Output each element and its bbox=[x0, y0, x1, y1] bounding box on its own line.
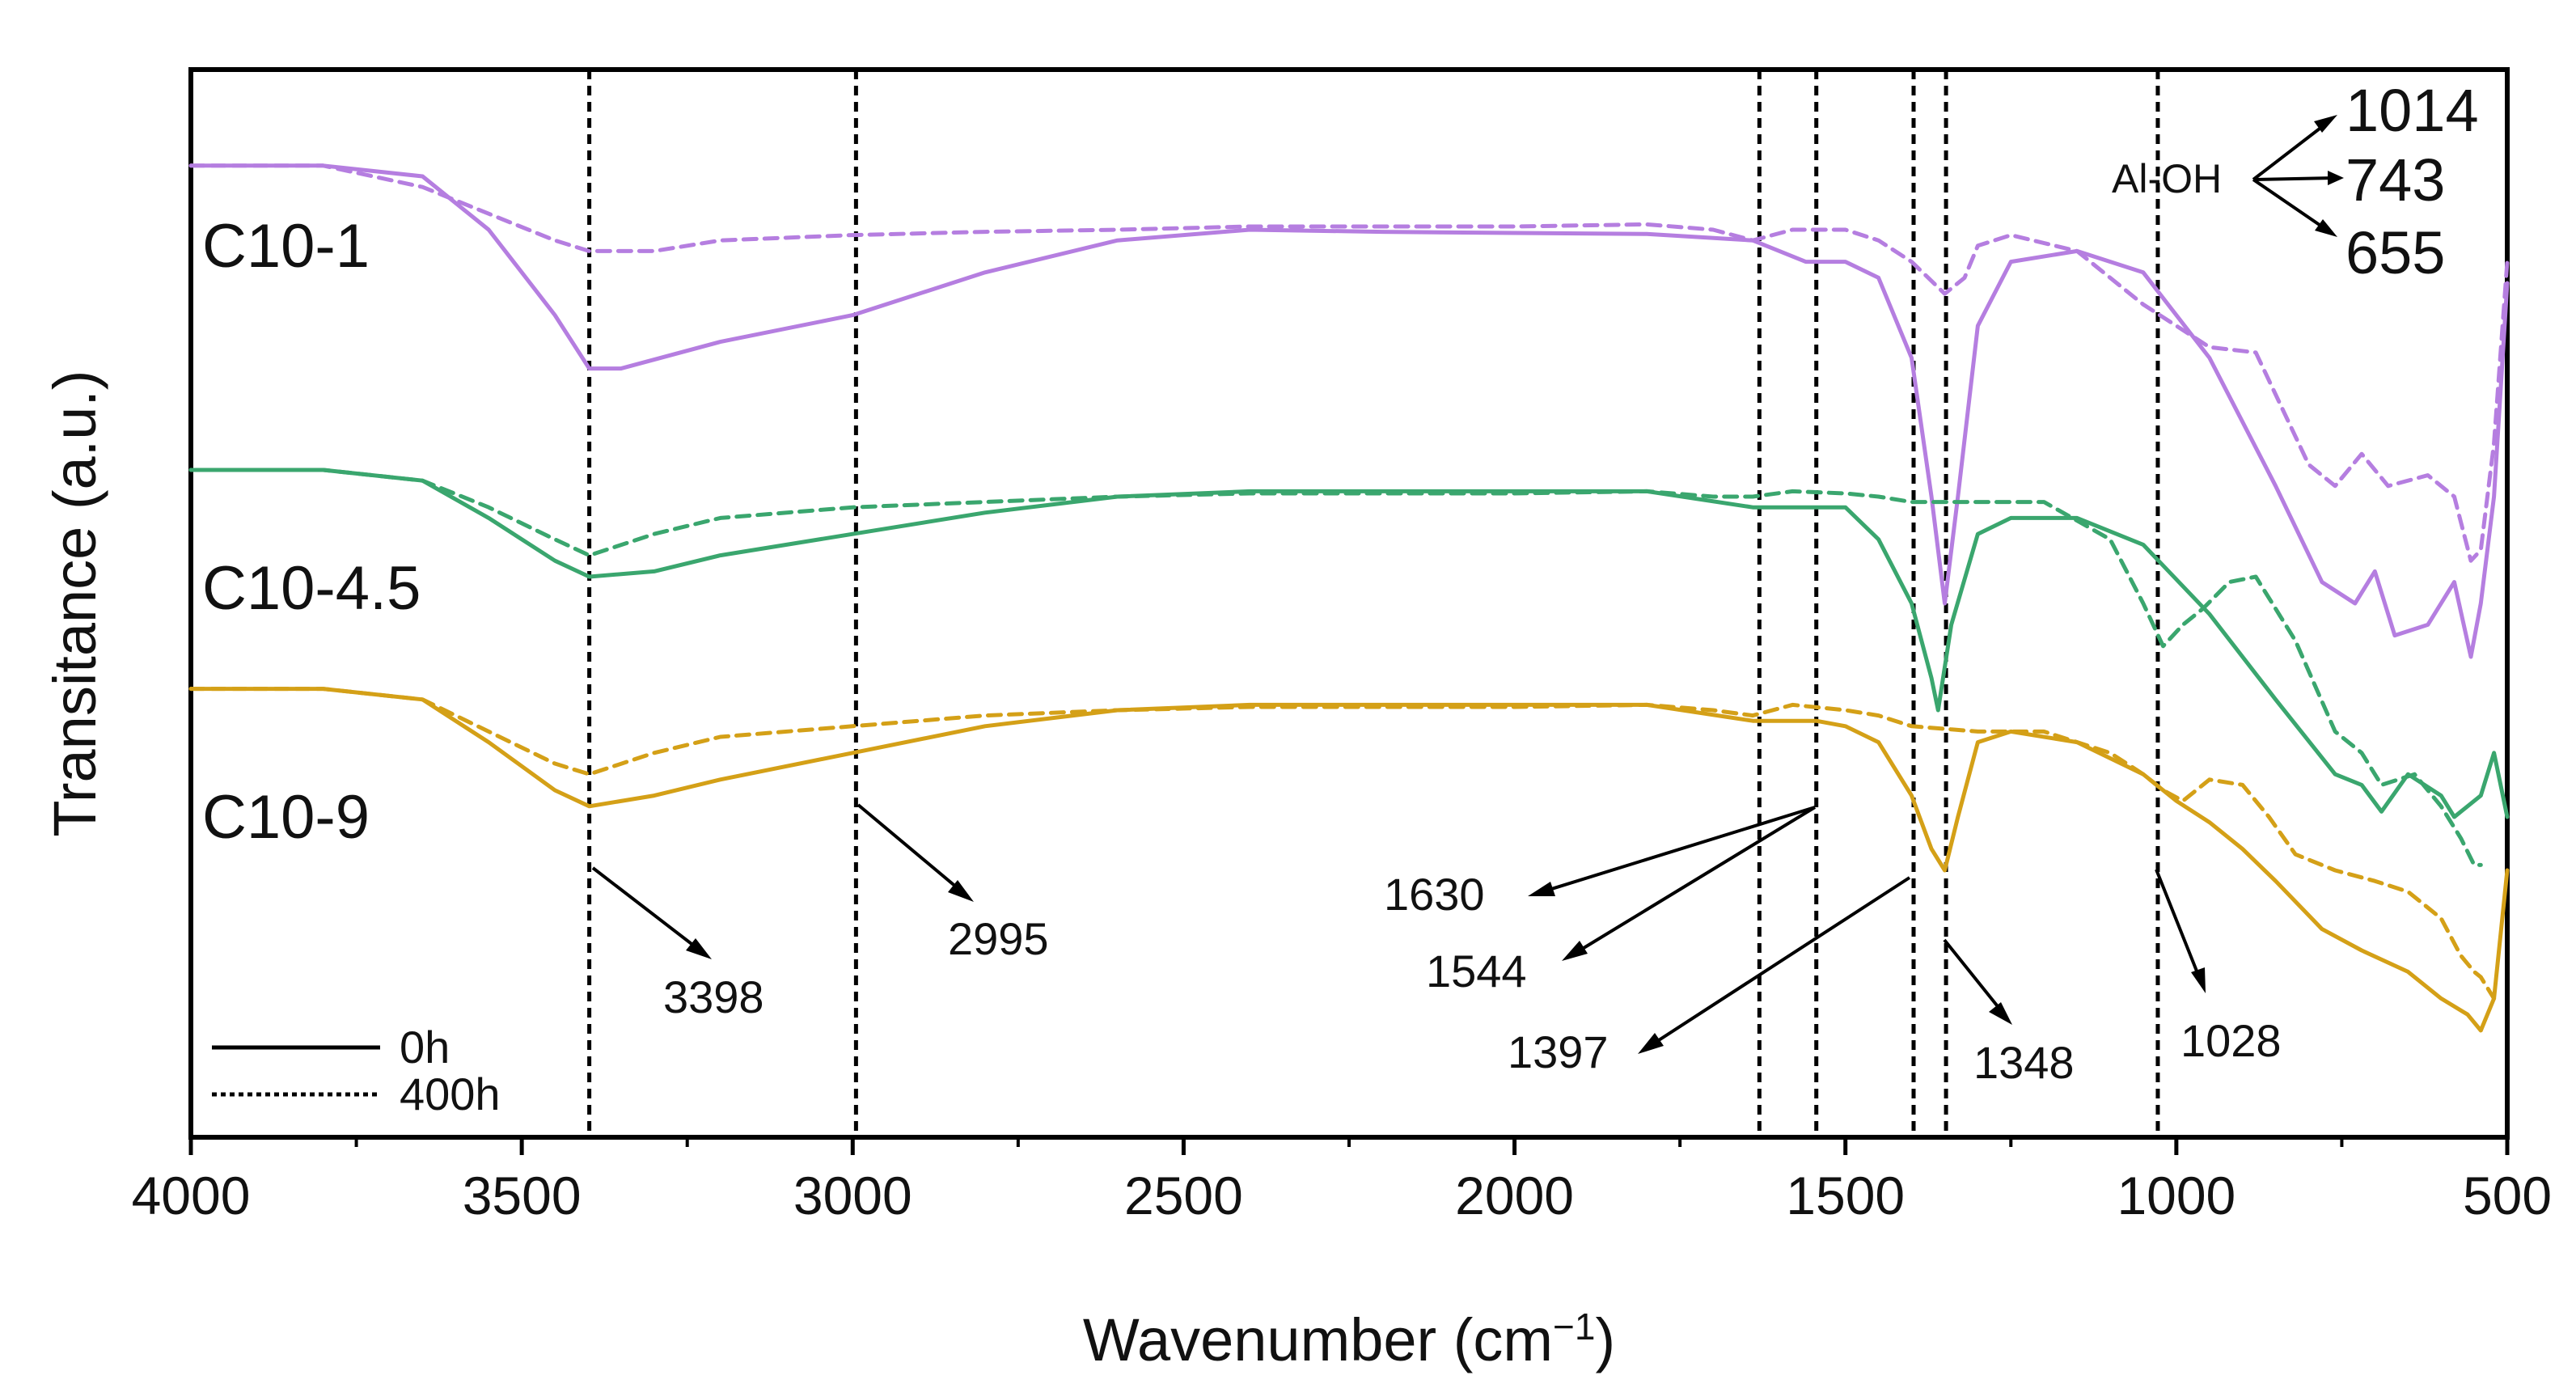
x-tick-label-1000: 1000 bbox=[2117, 1166, 2235, 1225]
arrowhead-743 bbox=[2328, 171, 2344, 185]
x-tick-label-4000: 4000 bbox=[132, 1166, 251, 1225]
arrowhead-655 bbox=[2315, 219, 2337, 237]
aloh-arrow-743 bbox=[2252, 176, 2335, 181]
arrowhead-1630 bbox=[1528, 882, 1555, 896]
legend-label-0h: 0h bbox=[400, 1022, 450, 1073]
arrow-1397 bbox=[1643, 876, 1911, 1051]
peak-label-1544: 1544 bbox=[1426, 946, 1527, 997]
peak-label-1397: 1397 bbox=[1508, 1026, 1609, 1077]
peak-label-1630: 1630 bbox=[1384, 869, 1485, 920]
arrow-1630 bbox=[1535, 806, 1816, 895]
peak-label-1028: 1028 bbox=[2181, 1015, 2282, 1066]
peak-annotations bbox=[591, 119, 2335, 1051]
series-c10-9-400h bbox=[188, 687, 2497, 1001]
arrow-2995 bbox=[857, 803, 969, 898]
sample-label-c10-9: C10-9 bbox=[202, 783, 370, 852]
x-tick-label-1500: 1500 bbox=[1786, 1166, 1905, 1225]
peak-labels: 3398 2995 1630 1544 1397 1348 1028 bbox=[663, 869, 2282, 1088]
series-c10-1-400h bbox=[188, 163, 2510, 563]
x-tick-label-3000: 3000 bbox=[793, 1166, 912, 1225]
reference-lines bbox=[587, 70, 2160, 1137]
sample-label-c10-1: C10-1 bbox=[202, 212, 370, 281]
arrow-heads bbox=[686, 115, 2344, 1054]
arrow-1348 bbox=[1943, 938, 2008, 1019]
arrowhead-2995 bbox=[948, 880, 974, 902]
x-tick-label-2000: 2000 bbox=[1455, 1166, 1574, 1225]
x-tick-label-2500: 2500 bbox=[1124, 1166, 1243, 1225]
x-tick-label-500: 500 bbox=[2463, 1166, 2552, 1225]
peak-label-1348: 1348 bbox=[1973, 1037, 2075, 1088]
series-c10-9-0h bbox=[188, 687, 2510, 1033]
series-c10-4-5-0h bbox=[188, 468, 2510, 819]
legend: 0h 400h bbox=[212, 1022, 501, 1119]
aloh-value-1014: 1014 bbox=[2345, 77, 2479, 144]
arrow-1544 bbox=[1567, 806, 1817, 958]
series-layer bbox=[188, 163, 2510, 1033]
legend-label-400h: 400h bbox=[400, 1069, 501, 1119]
y-axis-title: Transitance (a.u.) bbox=[41, 370, 108, 836]
aloh-label: Al-OH bbox=[2112, 156, 2222, 201]
arrowhead-3398 bbox=[686, 938, 712, 959]
aloh-arrow-1014 bbox=[2252, 119, 2332, 181]
arrowhead-1014 bbox=[2314, 115, 2337, 133]
aloh-value-655: 655 bbox=[2345, 219, 2445, 286]
peak-label-2995: 2995 bbox=[948, 913, 1049, 964]
peak-label-3398: 3398 bbox=[663, 971, 764, 1022]
arrowhead-1544 bbox=[1562, 941, 1588, 961]
sample-label-c10-4-5: C10-4.5 bbox=[202, 554, 421, 623]
arrowhead-1397 bbox=[1638, 1033, 1664, 1054]
arrow-3398 bbox=[591, 866, 707, 956]
arrowhead-1348 bbox=[1989, 1002, 2012, 1025]
x-axis-title: Wavenumber (cm−1) bbox=[1083, 1305, 1615, 1373]
arrowhead-1028 bbox=[2191, 967, 2206, 993]
aloh-value-743: 743 bbox=[2345, 146, 2445, 214]
aloh-arrow-655 bbox=[2252, 178, 2332, 234]
series-c10-1-0h bbox=[188, 163, 2510, 659]
x-tick-label-3500: 3500 bbox=[463, 1166, 582, 1225]
arrow-1028 bbox=[2155, 869, 2204, 986]
series-c10-4-5-400h bbox=[188, 468, 2483, 867]
x-axis-ticks: 4000 3500 3000 2500 2000 1500 1000 500 bbox=[132, 1137, 2552, 1225]
